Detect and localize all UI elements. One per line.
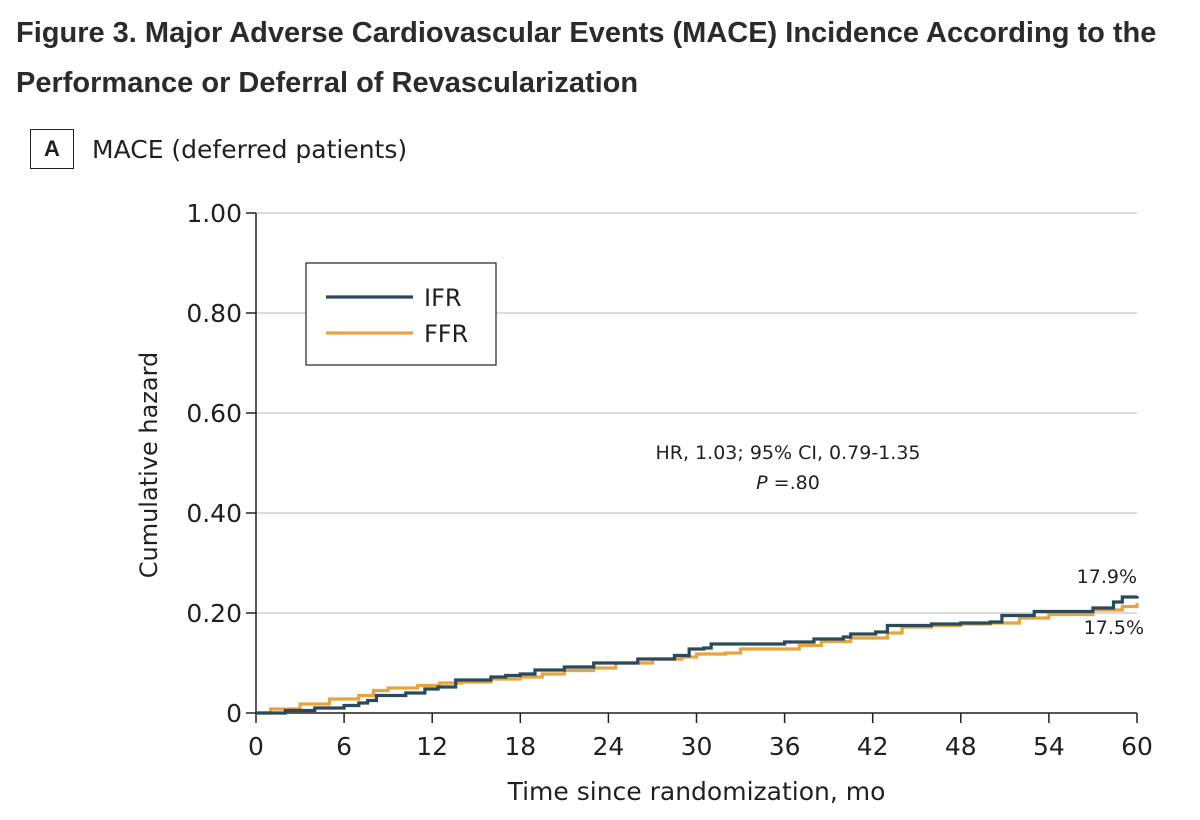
figure-title: Figure 3. Major Adverse Cardiovascular E… xyxy=(16,17,1157,99)
panel-letter-badge: A xyxy=(30,129,74,169)
end-label-ifr: 17.9% xyxy=(1077,566,1137,588)
hazard-ratio-annotation: HR, 1.03; 95% CI, 0.79-1.35 xyxy=(656,442,921,464)
x-tick-label: 54 xyxy=(1033,732,1065,761)
grid-lines xyxy=(256,212,1137,614)
x-tick-label: 30 xyxy=(681,732,713,761)
x-axis-ticks: 0 6 12 18 24 30 36 42 48 54 60 xyxy=(248,713,1153,761)
end-label-ffr: 17.5% xyxy=(1084,617,1144,639)
series-line-ifr xyxy=(256,595,1139,715)
legend: IFR FFR xyxy=(305,262,497,366)
series-lines xyxy=(256,595,1139,715)
y-tick-label: 0.40 xyxy=(186,499,242,528)
y-tick-label: 0.80 xyxy=(186,299,242,328)
y-tick-label: 1.00 xyxy=(186,199,242,228)
x-tick-label: 18 xyxy=(504,732,536,761)
x-tick-label: 0 xyxy=(248,732,264,761)
x-tick-label: 60 xyxy=(1121,732,1153,761)
legend-box xyxy=(305,262,497,366)
panel-label: MACE (deferred patients) xyxy=(92,134,408,164)
legend-label-ffr: FFR xyxy=(424,320,468,348)
x-tick-label: 48 xyxy=(945,732,977,761)
p-value: =.80 xyxy=(768,472,820,494)
y-tick-label: 0 xyxy=(226,699,242,728)
x-tick-label: 6 xyxy=(336,732,352,761)
end-labels: 17.9% 17.5% xyxy=(1077,566,1144,639)
x-axis-title: Time since randomization, mo xyxy=(507,777,886,806)
legend-label-ifr: IFR xyxy=(424,284,462,312)
y-tick-label: 0.60 xyxy=(186,399,242,428)
y-tick-label: 0.20 xyxy=(186,599,242,628)
panel-header: A MACE (deferred patients) xyxy=(30,126,407,172)
p-label: P xyxy=(756,472,768,494)
x-tick-label: 24 xyxy=(592,732,624,761)
x-tick-label: 36 xyxy=(769,732,801,761)
x-tick-label: 12 xyxy=(416,732,448,761)
x-tick-label: 42 xyxy=(857,732,889,761)
y-axis-ticks: 0 0.20 0.40 0.60 0.80 1.00 xyxy=(186,199,256,728)
y-axis-title: Cumulative hazard xyxy=(135,352,163,579)
p-value-annotation: P =.80 xyxy=(756,472,820,494)
